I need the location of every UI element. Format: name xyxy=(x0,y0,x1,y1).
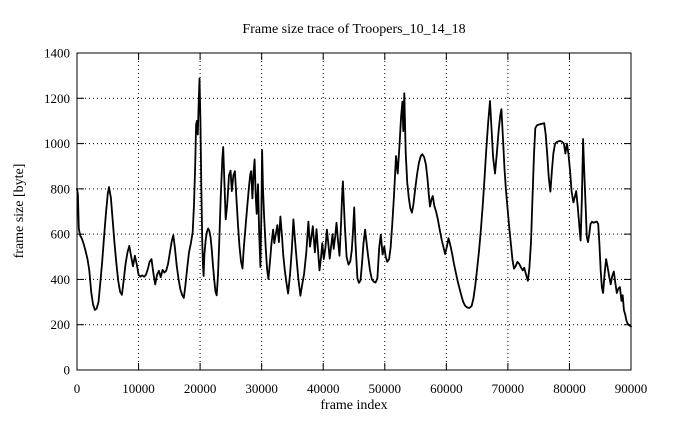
svg-text:1400: 1400 xyxy=(44,46,70,61)
svg-text:1000: 1000 xyxy=(44,136,70,151)
svg-text:10000: 10000 xyxy=(122,381,155,396)
svg-text:600: 600 xyxy=(51,227,71,242)
svg-text:200: 200 xyxy=(51,317,71,332)
svg-text:0: 0 xyxy=(74,381,81,396)
svg-text:70000: 70000 xyxy=(492,381,525,396)
axis-ticks xyxy=(76,52,632,371)
svg-text:60000: 60000 xyxy=(430,381,463,396)
plot-border xyxy=(76,52,632,371)
chart-title: Frame size trace of Troopers_10_14_18 xyxy=(242,22,466,37)
svg-text:800: 800 xyxy=(51,181,71,196)
grid-lines xyxy=(77,53,631,370)
svg-text:40000: 40000 xyxy=(307,381,340,396)
svg-text:1200: 1200 xyxy=(44,91,70,106)
svg-text:80000: 80000 xyxy=(553,381,586,396)
svg-text:20000: 20000 xyxy=(184,381,217,396)
svg-text:400: 400 xyxy=(51,272,71,287)
x-axis-label: frame index xyxy=(320,398,388,413)
svg-text:50000: 50000 xyxy=(369,381,402,396)
svg-text:0: 0 xyxy=(64,363,71,378)
svg-text:90000: 90000 xyxy=(615,381,648,396)
x-tick-labels: 0 10000 20000 30000 40000 50000 60000 70000 8000… xyxy=(74,381,648,396)
y-tick-labels: 0 200 400 600 800 1000 1200 1400 xyxy=(44,46,70,378)
data-line xyxy=(76,77,632,328)
svg-text:30000: 30000 xyxy=(245,381,278,396)
